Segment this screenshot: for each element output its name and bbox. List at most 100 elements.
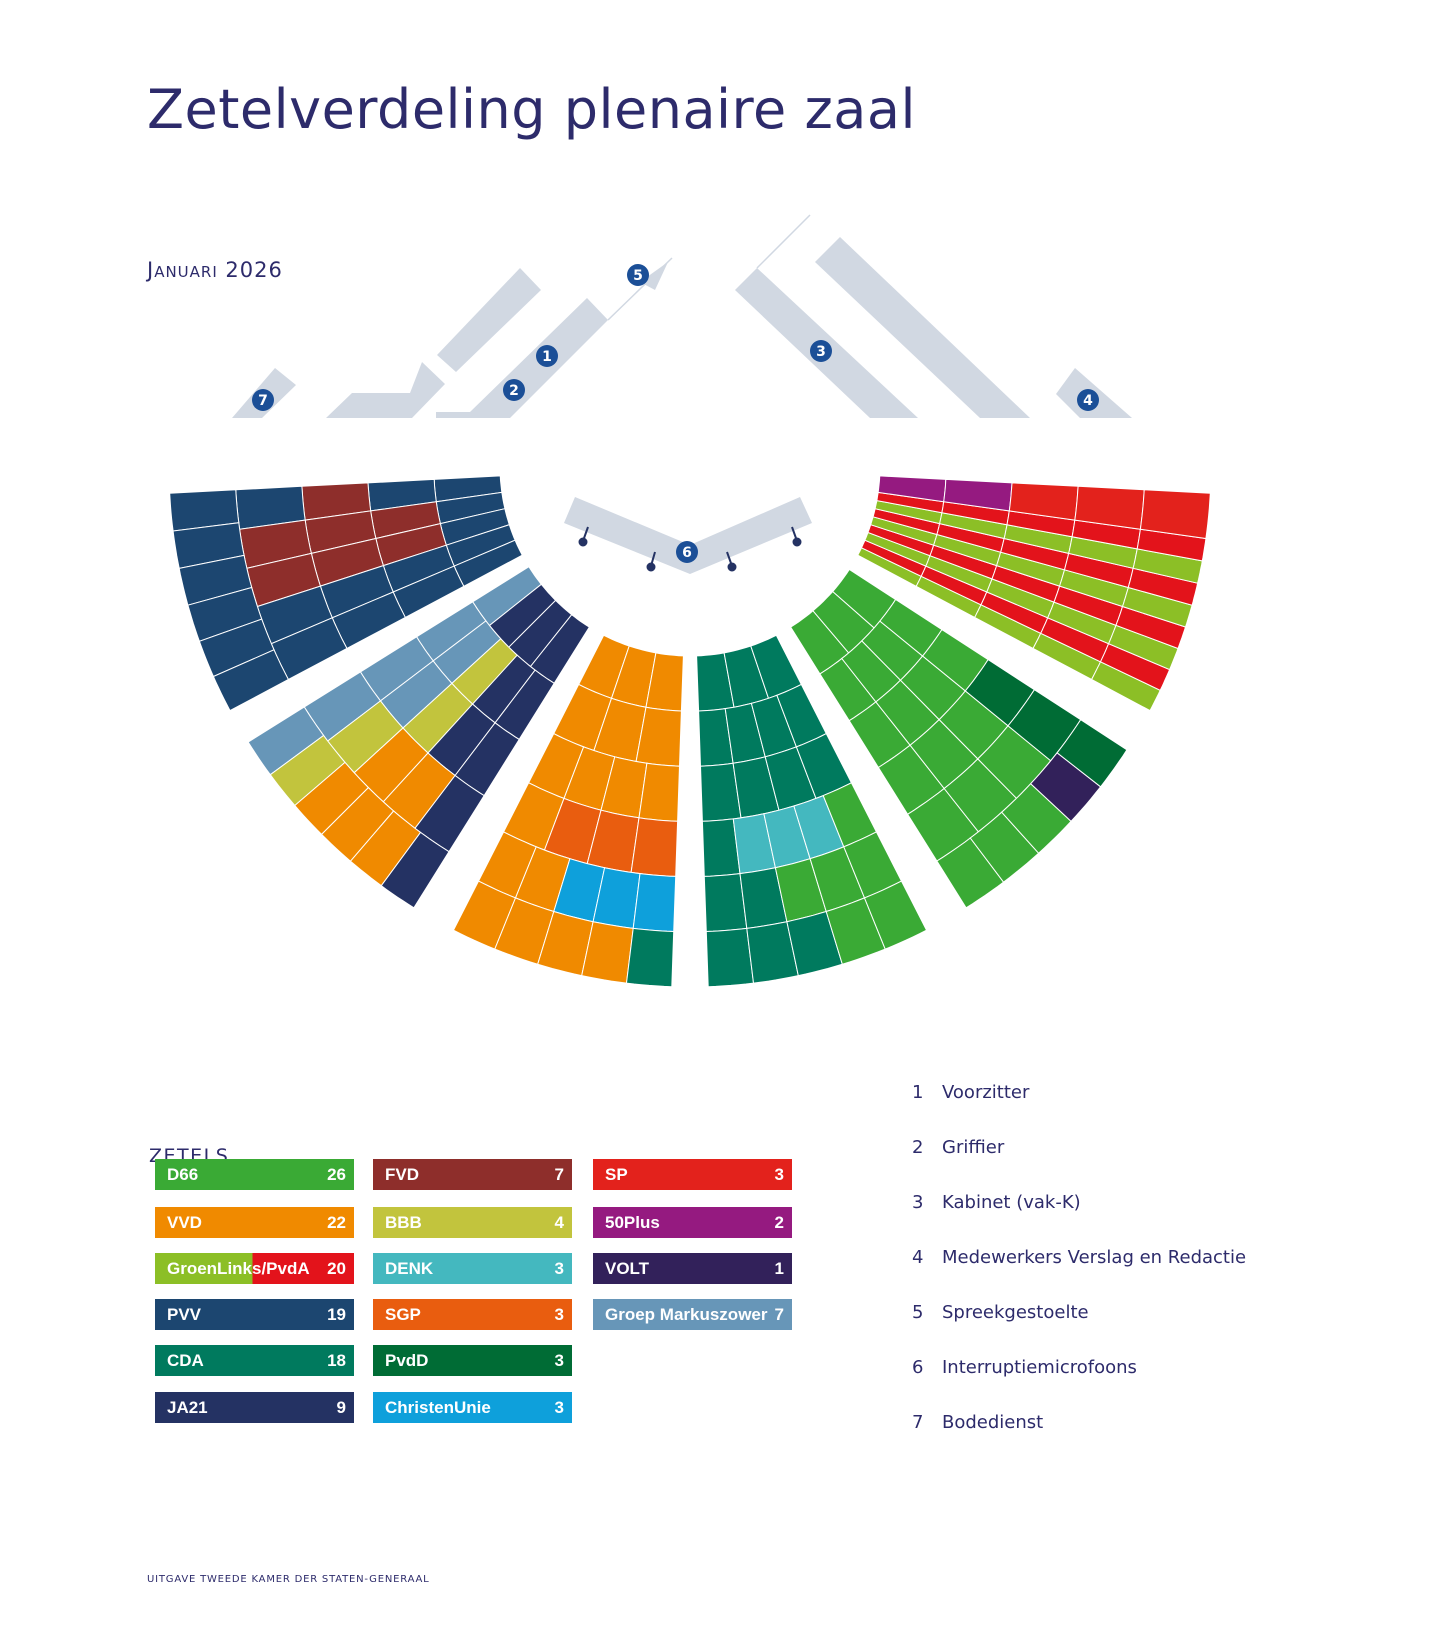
badge-number: 2 — [509, 383, 519, 399]
legend-item-gm: Groep Markuszower 7 — [593, 1299, 792, 1330]
badge-number: 1 — [542, 349, 552, 365]
seat-cu — [632, 873, 677, 933]
legend-item-d66: D66 26 — [155, 1159, 354, 1190]
key-item-2: 2 Griffier — [912, 1137, 1332, 1158]
key-label: Interruptiemicrofoons — [942, 1357, 1137, 1378]
legend-item-sp: SP 3 — [593, 1159, 792, 1190]
party-name: JA21 — [167, 1397, 208, 1417]
party-seat-count: 26 — [327, 1164, 346, 1184]
seat-cda — [705, 927, 755, 988]
badge-number: 6 — [682, 545, 692, 561]
party-seat-count: 3 — [554, 1350, 564, 1370]
legend-item-ja21: JA21 9 — [155, 1392, 354, 1423]
key-number: 3 — [912, 1192, 924, 1213]
party-name: DENK — [385, 1258, 434, 1278]
seat-pvv — [212, 649, 290, 712]
marker-badge-5: 5 — [627, 264, 649, 286]
badge-circle-icon — [627, 264, 649, 286]
party-seat-count: 22 — [327, 1212, 346, 1232]
date-label: Januari 2026 — [147, 258, 283, 282]
legend-item-sgp: SGP 3 — [373, 1299, 572, 1330]
badge-number: 5 — [633, 268, 643, 284]
legend-item-gl: GroenLinks/PvdA 20 — [155, 1253, 354, 1284]
legend-item-pvv: PVV 19 — [155, 1299, 354, 1330]
legend-item-p50: 50Plus 2 — [593, 1207, 792, 1238]
party-seat-count: 3 — [554, 1304, 564, 1324]
key-item-7: 7 Bodedienst — [912, 1412, 1332, 1433]
legend-item-denk: DENK 3 — [373, 1253, 572, 1284]
page-title: Zetelverdeling plenaire zaal — [147, 78, 916, 141]
party-name: CDA — [167, 1350, 204, 1370]
seat-sp — [1139, 489, 1211, 540]
party-seat-count: 9 — [336, 1397, 346, 1417]
party-name: VVD — [167, 1212, 202, 1232]
party-name: D66 — [167, 1164, 199, 1184]
microphone-icon — [792, 537, 802, 547]
key-label: Griffier — [942, 1137, 1005, 1158]
party-name: PVV — [167, 1304, 202, 1324]
seat-ja21 — [380, 831, 450, 909]
seat-sgp — [630, 817, 679, 877]
marker-badge-4: 4 — [1077, 389, 1099, 411]
key-label: Kabinet (vak-K) — [942, 1192, 1081, 1213]
badge-circle-icon — [503, 379, 525, 401]
legend-item-pvdd: PvdD 3 — [373, 1345, 572, 1376]
badge-circle-icon — [536, 345, 558, 367]
key-item-5: 5 Spreekgestoelte — [912, 1302, 1332, 1323]
party-seat-count: 18 — [327, 1350, 346, 1370]
marker-badge-1: 1 — [536, 345, 558, 367]
footer: UITGAVE TWEEDE KAMER DER STATEN-GENERAAL — [147, 1574, 430, 1585]
microphones — [578, 526, 802, 572]
badge-circle-icon — [1077, 389, 1099, 411]
kabinet-back-desk — [815, 237, 1030, 418]
legend-item-bbb: BBB 4 — [373, 1207, 572, 1238]
microphone-icon — [727, 562, 737, 572]
key-number: 6 — [912, 1357, 924, 1378]
marker-badge-6: 6 — [676, 541, 698, 563]
party-seat-count: 4 — [554, 1212, 564, 1232]
kabinet-line — [756, 214, 811, 269]
party-name: GroenLinks/PvdA — [167, 1258, 310, 1278]
badge-circle-icon — [676, 541, 698, 563]
party-name: SP — [605, 1164, 628, 1184]
legend-item-cda: CDA 18 — [155, 1345, 354, 1376]
key-number: 2 — [912, 1137, 924, 1158]
microphone-icon — [578, 537, 588, 547]
seat-cda — [703, 873, 748, 933]
marker-badge-2: 2 — [503, 379, 525, 401]
key-number: 1 — [912, 1082, 924, 1103]
party-seat-count: 7 — [554, 1164, 564, 1184]
key-label: Medewerkers Verslag en Redactie — [942, 1247, 1247, 1268]
key-item-6: 6 Interruptiemicrofoons — [912, 1357, 1332, 1378]
badge-number: 4 — [1083, 393, 1093, 409]
badge-circle-icon — [252, 389, 274, 411]
key-number: 4 — [912, 1247, 924, 1268]
party-seat-count: 20 — [327, 1258, 346, 1278]
badge-circle-icon — [810, 340, 832, 362]
party-name: ChristenUnie — [385, 1397, 491, 1417]
badge-number: 7 — [258, 393, 268, 409]
upper-desk-left — [437, 268, 541, 372]
chair-desk — [436, 298, 608, 418]
key-item-1: 1 Voorzitter — [912, 1082, 1332, 1103]
party-seat-count: 2 — [774, 1212, 784, 1232]
seats — [169, 475, 1211, 988]
key-number: 5 — [912, 1302, 924, 1323]
party-seat-count: 3 — [554, 1397, 564, 1417]
legend-item-volt: VOLT 1 — [593, 1253, 792, 1284]
party-seat-count: 7 — [774, 1304, 784, 1324]
legend-item-fvd: FVD 7 — [373, 1159, 572, 1190]
legend-item-cu: ChristenUnie 3 — [373, 1392, 572, 1423]
seat-cda — [625, 927, 675, 988]
lectern — [640, 262, 668, 290]
key-item-3: 3 Kabinet (vak-K) — [912, 1192, 1332, 1213]
party-name: 50Plus — [605, 1212, 660, 1232]
key-label: Bodedienst — [942, 1412, 1044, 1433]
badge-number: 3 — [816, 344, 826, 360]
marker-badge-3: 3 — [810, 340, 832, 362]
key-label: Voorzitter — [942, 1082, 1030, 1103]
key-number: 7 — [912, 1412, 924, 1433]
marker-badge-7: 7 — [252, 389, 274, 411]
party-name: PvdD — [385, 1350, 429, 1370]
